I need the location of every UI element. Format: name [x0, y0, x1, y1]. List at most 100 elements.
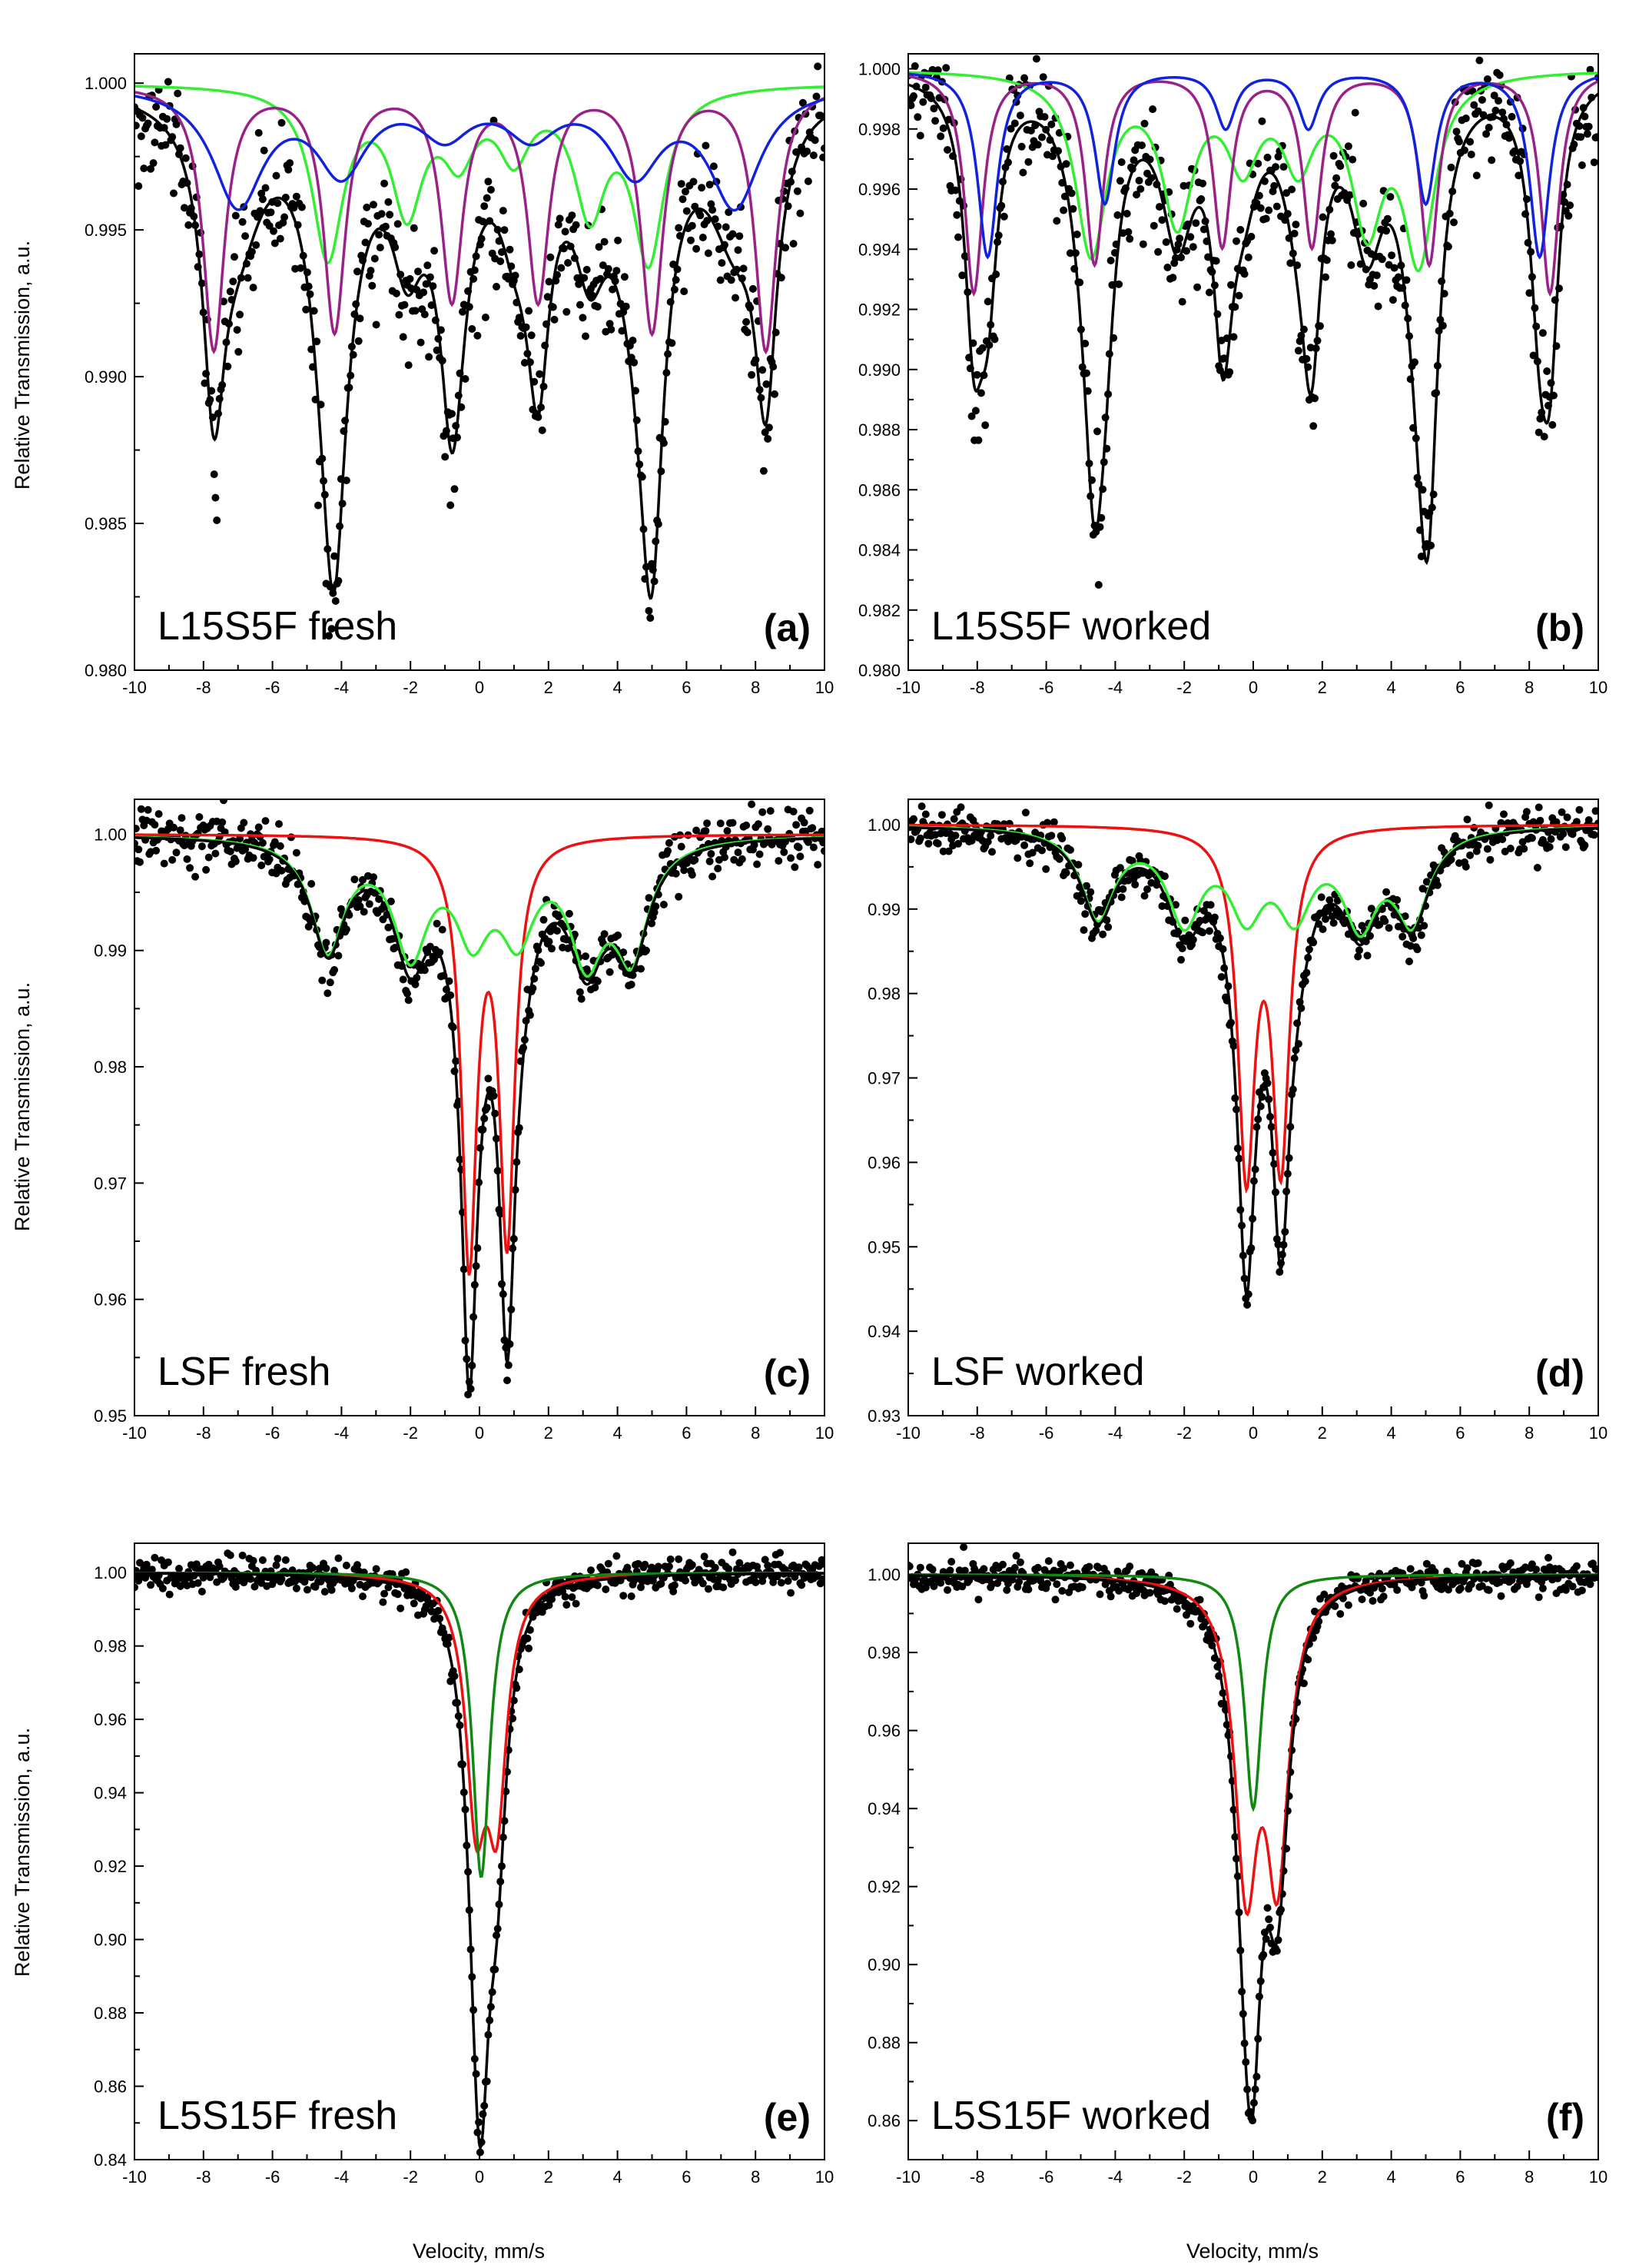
- data-point: [1131, 881, 1140, 888]
- data-point: [1004, 837, 1012, 845]
- data-point: [1474, 1559, 1482, 1567]
- data-point: [1133, 191, 1140, 199]
- data-point: [1247, 232, 1256, 241]
- data-point: [953, 211, 961, 219]
- data-point: [582, 265, 591, 274]
- data-point: [330, 966, 339, 974]
- data-point: [931, 117, 940, 125]
- data-point: [425, 353, 433, 361]
- data-point: [614, 236, 622, 244]
- data-point: [812, 92, 821, 101]
- data-point: [627, 1592, 635, 1600]
- x-tick-label: 6: [682, 1423, 691, 1443]
- data-point: [281, 1556, 290, 1564]
- data-point: [411, 980, 420, 988]
- data-point: [350, 875, 359, 884]
- y-tick-label: 0.97: [94, 1174, 127, 1193]
- data-point: [1581, 841, 1589, 849]
- panel-letter: (b): [1535, 606, 1584, 649]
- data-point: [1506, 1559, 1515, 1567]
- sample-label: LSF fresh: [158, 1350, 330, 1394]
- data-point: [692, 244, 701, 253]
- data-point: [1478, 96, 1486, 104]
- y-tick-label: 0.98: [868, 1643, 901, 1662]
- data-point: [1104, 923, 1113, 931]
- data-point: [718, 836, 726, 845]
- data-point: [201, 379, 209, 387]
- data-point: [958, 271, 967, 280]
- data-point: [377, 210, 386, 218]
- data-point: [1543, 367, 1551, 375]
- data-point: [1362, 1576, 1370, 1585]
- data-point: [771, 390, 778, 398]
- data-point: [1236, 226, 1245, 234]
- data-point: [787, 1589, 795, 1597]
- data-point: [973, 370, 981, 379]
- data-point: [688, 871, 696, 879]
- data-point: [1538, 1584, 1547, 1592]
- data-point: [599, 261, 607, 270]
- data-point: [1466, 851, 1475, 859]
- data-point: [1243, 1300, 1252, 1309]
- data-point: [1038, 846, 1046, 855]
- y-tick-label: 0.86: [94, 2077, 127, 2097]
- data-point: [1309, 422, 1318, 430]
- data-point: [748, 370, 756, 379]
- y-tick-label: 0.96: [868, 1722, 901, 1741]
- plot-area: [909, 55, 1598, 589]
- data-point: [286, 159, 294, 168]
- data-point: [591, 983, 599, 991]
- data-point: [916, 1563, 924, 1572]
- data-point: [1162, 238, 1170, 246]
- data-point: [327, 625, 336, 633]
- data-point: [689, 178, 698, 186]
- data-point: [659, 901, 668, 908]
- data-point: [1369, 1597, 1377, 1605]
- data-point: [677, 842, 685, 851]
- data-point: [1016, 1558, 1024, 1566]
- data-point: [1272, 163, 1279, 171]
- data-point: [1317, 893, 1325, 902]
- data-point: [955, 1566, 964, 1575]
- y-tick-label: 0.98: [868, 985, 901, 1004]
- data-point: [539, 915, 548, 924]
- x-tick-label: -10: [896, 2167, 921, 2187]
- total-fit-curve: [909, 1574, 1598, 2124]
- data-point: [163, 115, 171, 123]
- data-point: [1319, 925, 1327, 934]
- data-point: [1572, 1562, 1581, 1570]
- data-point: [557, 264, 566, 272]
- data-point: [479, 218, 487, 226]
- data-point: [545, 277, 553, 286]
- data-point: [562, 307, 571, 316]
- data-point: [448, 410, 456, 418]
- data-point: [714, 865, 722, 873]
- data-point: [270, 239, 279, 247]
- data-point: [1020, 841, 1029, 849]
- data-point: [176, 826, 184, 835]
- x-tick-label: 8: [751, 2167, 760, 2187]
- data-point: [1482, 130, 1491, 138]
- data-point: [928, 65, 937, 74]
- data-point: [1566, 201, 1574, 210]
- data-point: [181, 204, 188, 212]
- data-point: [393, 220, 402, 228]
- data-point: [297, 203, 306, 211]
- x-tick-label: -4: [334, 1423, 350, 1443]
- data-point: [257, 862, 266, 869]
- data-point: [1568, 830, 1577, 838]
- panel-letter: (f): [1546, 2096, 1584, 2139]
- data-point: [1563, 813, 1571, 822]
- data-point: [430, 247, 439, 255]
- y-tick-label: 0.990: [85, 367, 127, 387]
- chart-panel-c: -10 -8 -6 -4 -2 0 2 4 6 8 10 0.95 0.96 0.97 0.98 0.99 1.…: [94, 799, 834, 1443]
- data-point: [816, 111, 824, 120]
- data-point: [981, 421, 990, 430]
- x-tick-label: -2: [1176, 2167, 1192, 2187]
- data-point: [1158, 902, 1166, 910]
- data-point: [1491, 106, 1500, 115]
- x-tick-label: 6: [1455, 678, 1465, 697]
- data-point: [754, 820, 762, 829]
- data-point: [1158, 216, 1166, 224]
- data-point: [1488, 156, 1496, 164]
